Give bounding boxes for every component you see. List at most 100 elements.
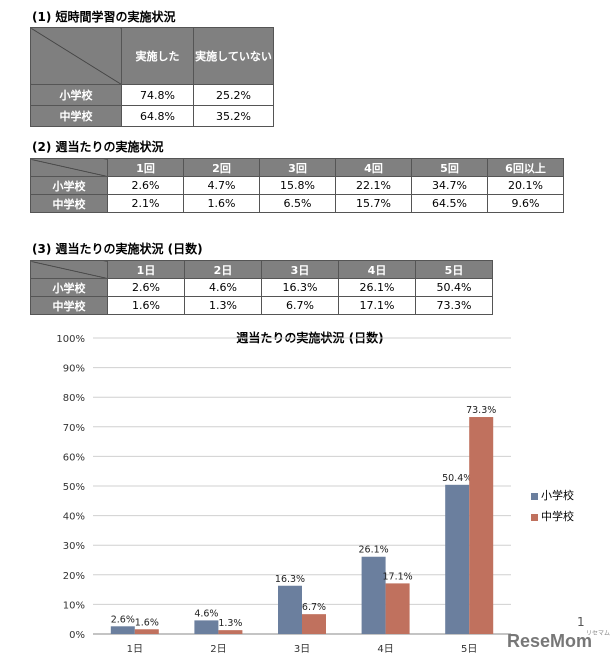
y-tick-label: 80% (63, 393, 85, 404)
table1-cell: 35.2% (193, 105, 274, 127)
table2-cell: 64.5% (411, 194, 488, 213)
table1-row-label: 小学校 (30, 84, 122, 106)
table2-header: 1回 (107, 158, 184, 177)
y-tick-label: 90% (63, 364, 85, 375)
bar-junior-high (469, 417, 494, 634)
table1-title: (1) 短時間学習の実施状況 (32, 10, 176, 24)
table2-cell: 22.1% (335, 176, 412, 195)
table2-cell: 2.6% (107, 176, 184, 195)
table3-row-label: 中学校 (30, 296, 108, 315)
y-tick-label: 30% (63, 541, 85, 552)
data-label: 2.6% (111, 614, 135, 625)
table3-cell: 6.7% (261, 296, 339, 315)
table2: 1回 2回 3回 4回 5回 6回以上 小学校 2.6% 4.7% 15.8% … (30, 158, 564, 213)
table2-header: 5回 (411, 158, 488, 177)
y-tick-label: 100% (56, 334, 85, 345)
data-label: 1.3% (218, 618, 242, 629)
bar-elementary (445, 484, 470, 634)
table3-cell: 1.3% (184, 296, 262, 315)
table3: 1日 2日 3日 4日 5日 小学校 2.6% 4.6% 16.3% 26.1%… (30, 260, 493, 315)
table3-cell: 26.1% (338, 278, 416, 297)
bar-elementary (194, 620, 219, 634)
table2-cell: 6.5% (259, 194, 336, 213)
table2-title: (2) 週当たりの実施状況 (32, 140, 164, 154)
page-number: 1 (577, 615, 585, 629)
table3-cell: 73.3% (415, 296, 493, 315)
table2-header: 2回 (183, 158, 260, 177)
table2-cell: 34.7% (411, 176, 488, 195)
table3-cell: 4.6% (184, 278, 262, 297)
table1-cell: 25.2% (193, 84, 274, 106)
table2-cell: 1.6% (183, 194, 260, 213)
table1-corner (30, 27, 122, 85)
data-label: 26.1% (359, 545, 389, 556)
table3-title: (3) 週当たりの実施状況 (日数) (32, 242, 203, 256)
legend-item-junior-high: 中学校 (531, 508, 574, 524)
table1: 実施した 実施していない 小学校 74.8% 25.2% 中学校 64.8% 3… (30, 27, 274, 127)
table2-header: 3回 (259, 158, 336, 177)
y-tick-label: 60% (63, 452, 85, 463)
x-tick-label: 3日 (294, 644, 310, 655)
table3-header: 2日 (184, 260, 262, 279)
y-tick-label: 20% (63, 571, 85, 582)
data-label: 6.7% (302, 602, 326, 613)
table2-cell: 20.1% (487, 176, 564, 195)
table2-header: 6回以上 (487, 158, 564, 177)
y-tick-label: 0% (69, 630, 85, 641)
x-tick-label: 2日 (210, 644, 226, 655)
data-label: 1.6% (135, 617, 159, 628)
table2-header: 4回 (335, 158, 412, 177)
data-label: 17.1% (383, 571, 413, 582)
table3-cell: 1.6% (107, 296, 185, 315)
table1-cell: 74.8% (121, 84, 194, 106)
table3-header: 1日 (107, 260, 185, 279)
legend-item-elementary: 小学校 (531, 487, 574, 503)
table2-corner (30, 158, 108, 177)
data-label: 73.3% (466, 405, 496, 416)
table2-cell: 2.1% (107, 194, 184, 213)
legend-swatch (531, 492, 538, 500)
table3-row-label: 小学校 (30, 278, 108, 297)
table3-cell: 17.1% (338, 296, 416, 315)
table3-corner (30, 260, 108, 279)
table1-header: 実施していない (193, 27, 274, 85)
table1-cell: 64.8% (121, 105, 194, 127)
data-label: 50.4% (442, 473, 472, 484)
data-label: 16.3% (275, 574, 305, 585)
resemom-logo-sub: リセマム (586, 630, 611, 637)
table2-cell: 15.7% (335, 194, 412, 213)
table3-header: 5日 (415, 260, 493, 279)
x-tick-label: 1日 (127, 644, 143, 655)
legend-label: 小学校 (541, 489, 574, 502)
table1-header: 実施した (121, 27, 194, 85)
bar-elementary (110, 626, 135, 634)
y-tick-label: 40% (63, 512, 85, 523)
table2-row-label: 小学校 (30, 176, 108, 195)
table2-cell: 15.8% (259, 176, 336, 195)
table3-cell: 16.3% (261, 278, 339, 297)
x-tick-label: 4日 (377, 644, 393, 655)
y-tick-label: 50% (63, 482, 85, 493)
resemom-logo: ReseMom (507, 631, 593, 651)
bar-elementary (361, 556, 386, 634)
bar-junior-high (302, 614, 326, 634)
table3-cell: 50.4% (415, 278, 493, 297)
legend-swatch (531, 513, 538, 521)
bar-elementary (278, 585, 302, 634)
y-tick-label: 70% (63, 423, 85, 434)
bar-chart: 週当たりの実施状況 (日数)0%10%20%30%40%50%60%70%80%… (56, 330, 511, 655)
table1-row-label: 中学校 (30, 105, 122, 127)
table2-row-label: 中学校 (30, 194, 108, 213)
y-tick-label: 10% (63, 600, 85, 611)
table2-cell: 9.6% (487, 194, 564, 213)
table3-header: 4日 (338, 260, 416, 279)
legend-label: 中学校 (541, 510, 574, 523)
bar-junior-high (218, 630, 243, 634)
table2-cell: 4.7% (183, 176, 260, 195)
data-label: 4.6% (194, 608, 218, 619)
table3-header: 3日 (261, 260, 339, 279)
bar-junior-high (134, 629, 159, 634)
bar-junior-high (385, 583, 410, 634)
table3-cell: 2.6% (107, 278, 185, 297)
x-tick-label: 5日 (461, 644, 477, 655)
